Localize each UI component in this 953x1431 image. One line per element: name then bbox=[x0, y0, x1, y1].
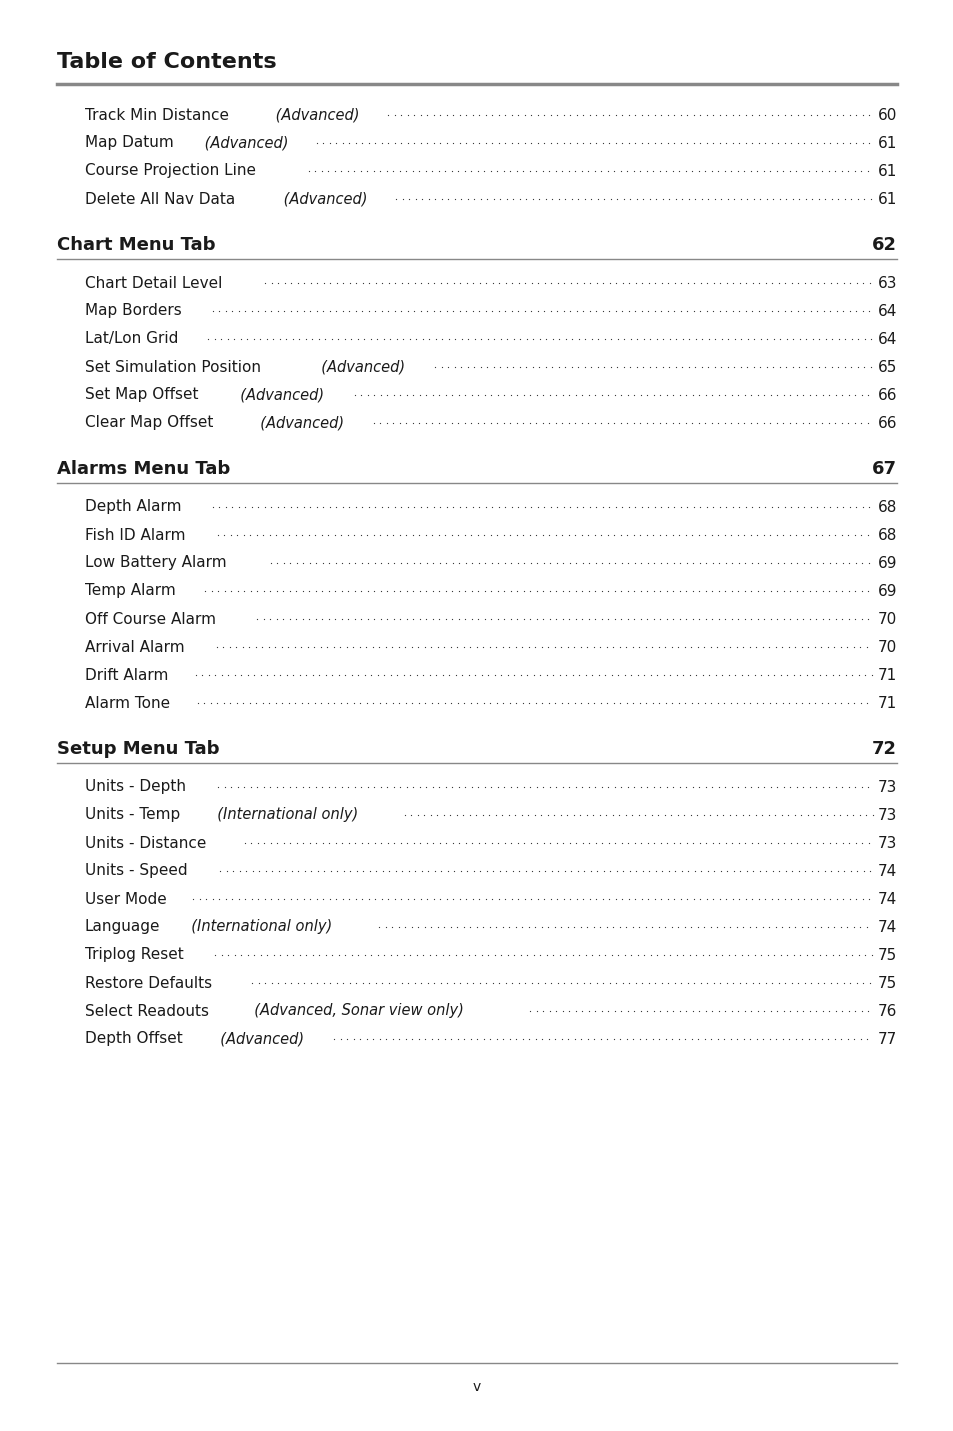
Text: 65: 65 bbox=[877, 359, 896, 375]
Text: Table of Contents: Table of Contents bbox=[57, 52, 276, 72]
Text: 73: 73 bbox=[877, 836, 896, 850]
Text: (Advanced, Sonar view only): (Advanced, Sonar view only) bbox=[245, 1003, 463, 1019]
Text: 76: 76 bbox=[877, 1003, 896, 1019]
Text: 64: 64 bbox=[877, 332, 896, 346]
Text: Course Projection Line: Course Projection Line bbox=[85, 163, 255, 179]
Text: 74: 74 bbox=[877, 920, 896, 934]
Text: 70: 70 bbox=[877, 611, 896, 627]
Text: Units - Distance: Units - Distance bbox=[85, 836, 206, 850]
Text: Low Battery Alarm: Low Battery Alarm bbox=[85, 555, 227, 571]
Text: 75: 75 bbox=[877, 947, 896, 963]
Text: 64: 64 bbox=[877, 303, 896, 319]
Text: Map Datum: Map Datum bbox=[85, 136, 173, 150]
Text: 69: 69 bbox=[877, 584, 896, 598]
Text: 62: 62 bbox=[871, 236, 896, 253]
Text: Alarms Menu Tab: Alarms Menu Tab bbox=[57, 459, 230, 478]
Text: 71: 71 bbox=[877, 695, 896, 711]
Text: 69: 69 bbox=[877, 555, 896, 571]
Text: v: v bbox=[473, 1379, 480, 1394]
Text: Triplog Reset: Triplog Reset bbox=[85, 947, 184, 963]
Text: Restore Defaults: Restore Defaults bbox=[85, 976, 212, 990]
Text: Depth Offset: Depth Offset bbox=[85, 1032, 183, 1046]
Text: Set Simulation Position: Set Simulation Position bbox=[85, 359, 261, 375]
Text: 70: 70 bbox=[877, 640, 896, 654]
Text: (Advanced): (Advanced) bbox=[232, 388, 324, 402]
Text: Track Min Distance: Track Min Distance bbox=[85, 107, 229, 123]
Text: Depth Alarm: Depth Alarm bbox=[85, 499, 181, 515]
Text: (Advanced): (Advanced) bbox=[312, 359, 405, 375]
Text: 61: 61 bbox=[877, 163, 896, 179]
Text: 74: 74 bbox=[877, 892, 896, 906]
Text: 61: 61 bbox=[877, 192, 896, 206]
Text: (Advanced): (Advanced) bbox=[211, 1032, 304, 1046]
Text: Set Map Offset: Set Map Offset bbox=[85, 388, 198, 402]
Text: (Advanced): (Advanced) bbox=[271, 107, 359, 123]
Text: 66: 66 bbox=[877, 415, 896, 431]
Text: 73: 73 bbox=[877, 807, 896, 823]
Text: 60: 60 bbox=[877, 107, 896, 123]
Text: Map Borders: Map Borders bbox=[85, 303, 182, 319]
Text: Language: Language bbox=[85, 920, 160, 934]
Text: Clear Map Offset: Clear Map Offset bbox=[85, 415, 213, 431]
Text: 67: 67 bbox=[871, 459, 896, 478]
Text: Arrival Alarm: Arrival Alarm bbox=[85, 640, 185, 654]
Text: Chart Detail Level: Chart Detail Level bbox=[85, 276, 222, 290]
Text: (Advanced): (Advanced) bbox=[251, 415, 343, 431]
Text: (International only): (International only) bbox=[208, 807, 357, 823]
Text: 74: 74 bbox=[877, 863, 896, 879]
Text: (Advanced): (Advanced) bbox=[199, 136, 288, 150]
Text: 75: 75 bbox=[877, 976, 896, 990]
Text: Delete All Nav Data: Delete All Nav Data bbox=[85, 192, 235, 206]
Text: Chart Menu Tab: Chart Menu Tab bbox=[57, 236, 215, 253]
Text: 61: 61 bbox=[877, 136, 896, 150]
Text: Units - Temp: Units - Temp bbox=[85, 807, 180, 823]
Text: 63: 63 bbox=[877, 276, 896, 290]
Text: Lat/Lon Grid: Lat/Lon Grid bbox=[85, 332, 178, 346]
Text: Setup Menu Tab: Setup Menu Tab bbox=[57, 740, 219, 758]
Text: Drift Alarm: Drift Alarm bbox=[85, 667, 168, 683]
Text: 72: 72 bbox=[871, 740, 896, 758]
Text: User Mode: User Mode bbox=[85, 892, 167, 906]
Text: Units - Depth: Units - Depth bbox=[85, 780, 186, 794]
Text: 71: 71 bbox=[877, 667, 896, 683]
Text: 66: 66 bbox=[877, 388, 896, 402]
Text: Fish ID Alarm: Fish ID Alarm bbox=[85, 528, 185, 542]
Text: Off Course Alarm: Off Course Alarm bbox=[85, 611, 215, 627]
Text: Temp Alarm: Temp Alarm bbox=[85, 584, 175, 598]
Text: (Advanced): (Advanced) bbox=[278, 192, 367, 206]
Text: 77: 77 bbox=[877, 1032, 896, 1046]
Text: (International only): (International only) bbox=[182, 920, 333, 934]
Text: 68: 68 bbox=[877, 499, 896, 515]
Text: Select Readouts: Select Readouts bbox=[85, 1003, 209, 1019]
Text: 73: 73 bbox=[877, 780, 896, 794]
Text: 68: 68 bbox=[877, 528, 896, 542]
Text: Alarm Tone: Alarm Tone bbox=[85, 695, 170, 711]
Text: Units - Speed: Units - Speed bbox=[85, 863, 188, 879]
